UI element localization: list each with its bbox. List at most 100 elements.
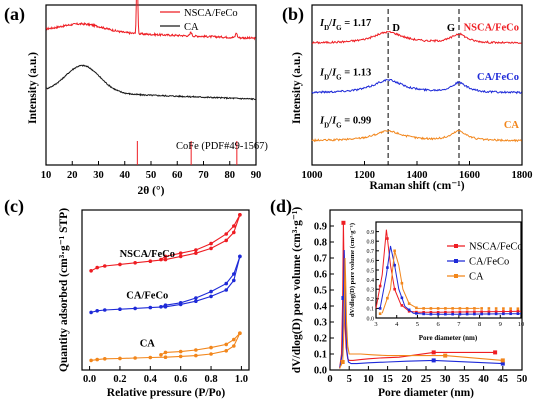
x-tick-label: 45 <box>498 374 509 385</box>
inset-series-marker <box>451 307 454 310</box>
inset-series-marker <box>407 302 411 305</box>
intensity-ratio: ID/IG = 1.13 <box>319 67 371 81</box>
legend-label-nsca-a: NSCA/FeCo <box>184 8 238 19</box>
reference-label-a: CoFe (PDF#49-1567) <box>176 141 268 152</box>
inset-series-marker <box>407 308 411 312</box>
series-line <box>311 78 522 95</box>
inset-y-tick-label: 0.9 <box>367 230 375 236</box>
inset-y-tick-label: 0.4 <box>367 278 375 284</box>
desorption-point <box>238 254 242 259</box>
y-axis-label-d: dV/dlog(D) pore volume (cm³·g⁻¹) <box>291 207 303 374</box>
x-tick-label: 10 <box>363 374 374 385</box>
inset-series-marker <box>422 307 425 310</box>
series-line <box>339 257 503 369</box>
inset-series-marker <box>480 312 483 316</box>
inset-y-tick-label: 0.6 <box>367 259 375 265</box>
ratio-subscript-g: G <box>336 24 342 32</box>
series-marker <box>341 220 346 225</box>
adsorption-point <box>118 307 122 312</box>
intensity-ratio: ID/IG = 0.99 <box>319 115 371 129</box>
series-marker <box>340 360 345 364</box>
legend-label-ca-a: CA <box>184 22 199 33</box>
desorption-point <box>224 342 229 347</box>
y-tick-label: 0.8 <box>314 238 327 249</box>
inset-series-marker <box>509 310 512 313</box>
x-tick-label: 0.6 <box>174 374 187 385</box>
ratio-symbol-g: I <box>331 115 337 126</box>
x-tick-label: 0.2 <box>113 374 126 385</box>
x-tick-label: 50 <box>146 170 157 181</box>
ratio-value: = 0.99 <box>342 115 372 126</box>
series-b <box>311 30 522 143</box>
inset-series-marker <box>458 310 462 314</box>
ratio-symbol-d: I <box>319 115 325 126</box>
x-tick-label: 0 <box>327 374 332 385</box>
y-tick-label: 0.4 <box>314 302 328 313</box>
inset-series-marker <box>516 307 520 310</box>
inset-y-axis-label: dV/dlog(D) pore volume (cm³·g⁻¹) <box>349 223 356 317</box>
y-tick-label: 0.2 <box>314 334 327 345</box>
inset-series-marker <box>429 310 433 314</box>
series-marker <box>443 353 448 358</box>
x-tick-label: 40 <box>478 374 489 385</box>
desorption-point <box>224 232 229 236</box>
x-tick-label: 60 <box>172 170 183 181</box>
desorption-branch <box>160 332 241 356</box>
inset-series-marker <box>415 312 418 315</box>
series-a <box>45 0 256 101</box>
inset-x-axis-label: Pore diameter (nm) <box>419 334 478 342</box>
desorption-point <box>209 241 213 246</box>
desorption-point <box>224 281 229 286</box>
panel-c-isotherms: (c) NSCA/FeCo CA/FeCo CA 0.0 0.2 0.4 0.6 0.8 1.… <box>4 196 250 399</box>
d-band-label: D <box>392 23 400 34</box>
y-tick-label: 0.7 <box>314 254 327 265</box>
inset-x-tick-label: 9 <box>499 321 502 328</box>
inset-series-marker <box>516 312 520 316</box>
inset-x-tick-label: 4 <box>395 321 399 328</box>
desorption-point <box>178 251 183 255</box>
inset-series-marker <box>509 312 512 316</box>
adsorption-point <box>95 265 99 270</box>
legend-marker <box>454 259 458 263</box>
adsorption-point <box>209 294 213 299</box>
inset-x-tick-label: 6 <box>437 321 441 328</box>
adsorption-point <box>89 310 93 315</box>
x-tick-label: 70 <box>198 170 209 181</box>
inset-d: 0.0 0.1 0.2 0.3 0.4 0.5 0.6 0.7 0.8 0.9 3 4 5 6 7 8 9 10… <box>349 221 524 342</box>
inset-x-tick-label: 3 <box>374 321 377 328</box>
g-band-label: G <box>447 23 455 34</box>
adsorption-point <box>232 344 236 348</box>
x-axis-label-c: Relative pressure (P/Po) <box>107 387 226 399</box>
series-marker <box>500 358 505 363</box>
adsorption-point <box>178 254 183 259</box>
adsorption-point <box>95 309 99 313</box>
x-axis-label-d: Pore diameter (nm) <box>378 387 474 399</box>
series-line <box>45 64 256 101</box>
desorption-point <box>178 301 183 305</box>
inset-series-marker <box>502 310 505 313</box>
inset-series-marker <box>473 312 476 316</box>
legend-label: NSCA/FeCo <box>469 242 523 253</box>
desorption-point <box>209 289 213 294</box>
inset-series-marker <box>451 310 454 314</box>
adsorption-point <box>163 355 168 360</box>
y-tick-label: 0.5 <box>314 286 327 297</box>
x-tick-label: 20 <box>402 374 413 385</box>
x-tick-label: 0.0 <box>83 374 96 385</box>
ratio-subscript-g: G <box>336 73 342 81</box>
inset-series-marker <box>444 310 447 314</box>
desorption-point <box>232 337 236 342</box>
inset-series-marker <box>516 310 520 313</box>
legend-label: CA <box>469 272 484 283</box>
x-tick-label: 1800 <box>512 170 533 181</box>
adsorption-point <box>118 356 122 361</box>
series-line <box>311 30 522 45</box>
x-tick-label: 30 <box>93 170 104 181</box>
panel-d-label: (d) <box>270 196 292 217</box>
legend-d: NSCA/FeCo CA/FeCo CA <box>447 242 523 283</box>
inset-series-marker <box>393 263 396 267</box>
inset-series-marker <box>502 312 505 316</box>
x-tick-label: 90 <box>251 170 262 181</box>
inset-frame <box>375 221 522 319</box>
